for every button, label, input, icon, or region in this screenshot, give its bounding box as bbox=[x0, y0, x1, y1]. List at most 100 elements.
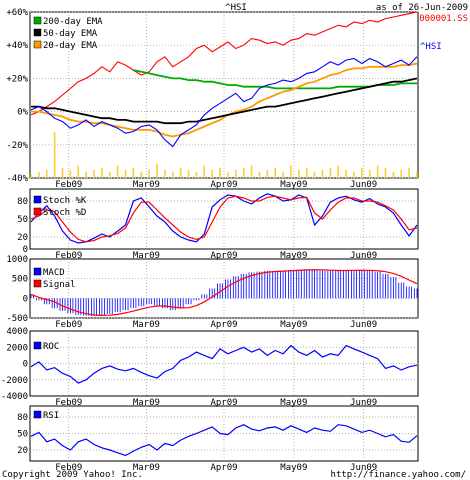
y-tick-label: 4000 bbox=[6, 327, 28, 337]
volume-bar bbox=[345, 169, 347, 178]
volume-bar bbox=[101, 167, 103, 178]
volume-bar bbox=[156, 163, 158, 178]
x-tick-label: Mar09 bbox=[133, 180, 160, 190]
y-tick-label: 1000 bbox=[6, 255, 28, 265]
volume-bar bbox=[290, 165, 292, 178]
volume-bar bbox=[266, 169, 269, 178]
source-url: http://finance.yahoo.com/ bbox=[331, 470, 466, 480]
volume-bar bbox=[353, 171, 355, 178]
legend-label: Signal bbox=[43, 280, 76, 290]
volume-bar bbox=[305, 167, 308, 178]
volume-bar bbox=[93, 169, 95, 178]
volume-bar bbox=[329, 167, 332, 178]
volume-bar bbox=[77, 165, 80, 178]
legend-label: 200-day EMA bbox=[43, 17, 103, 27]
y-tick-label: -40% bbox=[6, 174, 28, 184]
volume-bar bbox=[45, 169, 48, 178]
legend-swatch bbox=[33, 40, 42, 49]
volume-bar bbox=[53, 132, 56, 178]
x-tick-label: Apr09 bbox=[210, 251, 237, 261]
volume-bar bbox=[108, 171, 111, 178]
y-tick-label: 20 bbox=[17, 446, 28, 456]
volume-bar bbox=[30, 173, 32, 178]
x-tick-label: Feb09 bbox=[55, 180, 82, 190]
volume-bar bbox=[400, 169, 403, 178]
x-tick-label: Mar09 bbox=[133, 251, 160, 261]
volume-bar bbox=[282, 171, 284, 178]
x-tick-label: May09 bbox=[280, 320, 307, 330]
y-tick-label: -500 bbox=[6, 314, 28, 324]
x-tick-label: May09 bbox=[280, 180, 307, 190]
copyright-text: Copyright 2009 Yahoo! Inc. bbox=[2, 470, 143, 480]
x-tick-label: Apr09 bbox=[210, 180, 237, 190]
x-tick-label: Apr09 bbox=[210, 398, 237, 408]
stoch-line-d bbox=[30, 195, 418, 243]
volume-bar bbox=[227, 171, 229, 178]
x-tick-label: Jun09 bbox=[350, 463, 377, 473]
y-tick-label: 0 bbox=[23, 294, 28, 304]
legend-label: Stoch %K bbox=[43, 196, 87, 206]
grid-lines bbox=[30, 11, 418, 461]
y-tick-label: 50 bbox=[17, 430, 28, 440]
volume-bar bbox=[195, 171, 198, 178]
x-tick-label: Feb09 bbox=[55, 251, 82, 261]
x-tick-label: Apr09 bbox=[210, 463, 237, 473]
x-tick-label: Feb09 bbox=[55, 320, 82, 330]
x-tick-label: Feb09 bbox=[55, 398, 82, 408]
legend-swatch bbox=[33, 16, 42, 25]
x-tick-label: Jun09 bbox=[350, 320, 377, 330]
legend-label: 20-day EMA bbox=[43, 41, 98, 51]
volume-bar bbox=[203, 165, 206, 178]
volume-bar bbox=[140, 171, 143, 178]
volume-bar bbox=[298, 169, 300, 178]
legend-label: RSI bbox=[43, 411, 59, 421]
y-tick-label: 0 bbox=[23, 360, 28, 370]
y-tick-label: 20 bbox=[17, 233, 28, 243]
y-tick-label: +40% bbox=[6, 41, 28, 51]
x-tick-label: Mar09 bbox=[133, 463, 160, 473]
volume-bar bbox=[124, 169, 127, 178]
y-tick-label: 80 bbox=[17, 197, 28, 207]
volume-bar bbox=[132, 167, 135, 178]
x-tick-label: Jun09 bbox=[350, 180, 377, 190]
volume-bar bbox=[274, 167, 277, 178]
legend-swatch bbox=[33, 28, 42, 37]
x-tick-label: Jun09 bbox=[350, 251, 377, 261]
legend-label: Stoch %D bbox=[43, 208, 86, 218]
volume-bar bbox=[69, 169, 72, 178]
y-tick-label: +60% bbox=[6, 8, 28, 18]
chart-marks bbox=[30, 11, 418, 457]
macd-signal-line bbox=[30, 269, 418, 317]
volume-bar bbox=[376, 165, 379, 178]
y-tick-label: -4000 bbox=[1, 392, 28, 402]
y-tick-label: +20% bbox=[6, 74, 28, 84]
x-tick-label: Apr09 bbox=[210, 320, 237, 330]
volume-bar bbox=[219, 167, 221, 178]
volume-bar bbox=[408, 167, 410, 178]
volume-bar bbox=[258, 171, 261, 178]
compare-symbol-label: 000001.SS bbox=[419, 14, 468, 24]
y-tick-label: 0 bbox=[23, 245, 28, 255]
volume-bar bbox=[321, 169, 324, 178]
volume-bar bbox=[171, 171, 174, 178]
legend-swatch bbox=[33, 410, 42, 419]
y-tick-label: 80 bbox=[17, 413, 28, 423]
x-tick-label: Mar09 bbox=[133, 320, 160, 330]
rsi-line bbox=[30, 424, 418, 457]
volume-bar bbox=[61, 167, 64, 178]
hsi-series-tag: ^HSI bbox=[420, 42, 442, 52]
stoch-line-k bbox=[30, 193, 418, 244]
roc-line bbox=[30, 344, 418, 384]
volume-bar bbox=[179, 167, 182, 178]
x-tick-label: Jun09 bbox=[350, 398, 377, 408]
y-tick-label: 2000 bbox=[6, 343, 28, 353]
chart-labels: Feb09 Mar09 Apr09 May09 Jun09 Feb09 Mar09 Apr09… bbox=[1, 8, 377, 473]
volume-bar bbox=[384, 167, 387, 178]
legend-label: ROC bbox=[43, 342, 59, 352]
volume-bar bbox=[313, 171, 316, 178]
as-of-date: as of 26-Jun-2009 bbox=[376, 3, 468, 13]
y-tick-label: 50 bbox=[17, 215, 28, 225]
legend-swatch bbox=[33, 267, 42, 276]
y-tick-label: 500 bbox=[12, 275, 28, 285]
